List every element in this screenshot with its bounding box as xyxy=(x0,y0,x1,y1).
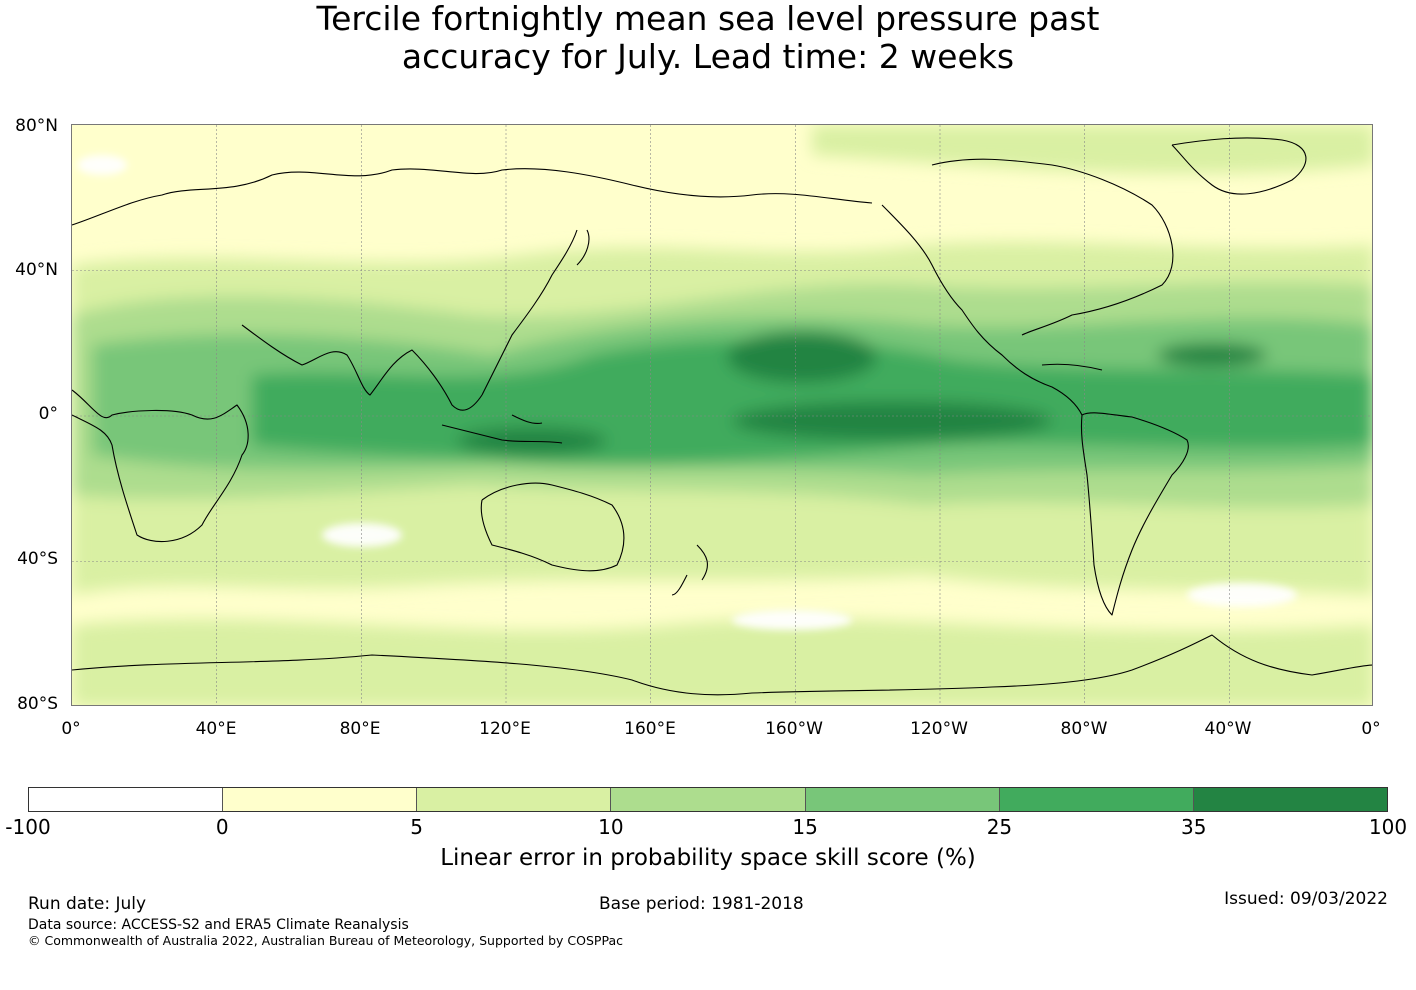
base-period: Base period: 1981-2018 xyxy=(599,894,804,914)
colorbar-segment xyxy=(1193,788,1387,811)
lat-label-40s: 40°S xyxy=(17,549,58,569)
colorbar-tick-label: 10 xyxy=(598,815,624,839)
copyright: © Commonwealth of Australia 2022, Austra… xyxy=(28,933,623,948)
lon-label-80w: 80°W xyxy=(1060,719,1108,739)
lon-label-160w: 160°W xyxy=(765,719,823,739)
colorbar-segment xyxy=(805,788,1000,811)
colorbar xyxy=(28,787,1388,812)
data-source: Data source: ACCESS-S2 and ERA5 Climate … xyxy=(28,917,409,933)
lon-label-40e: 40°E xyxy=(195,719,237,739)
lon-label-120e: 120°E xyxy=(479,719,531,739)
negative-skill-patches xyxy=(77,155,1297,630)
colorbar-tick-label: -100 xyxy=(5,815,51,839)
lon-label-80e: 80°E xyxy=(339,719,381,739)
map-canvas xyxy=(72,125,1372,705)
issued-date: Issued: 09/03/2022 xyxy=(1224,889,1388,909)
skill-field xyxy=(72,125,1372,705)
lat-label-40n: 40°N xyxy=(15,260,58,280)
skill-score-map xyxy=(71,124,1373,706)
colorbar-tick-label: 100 xyxy=(1368,815,1408,839)
colorbar-segment xyxy=(29,788,224,811)
title-line-2: accuracy for July. Lead time: 2 weeks xyxy=(401,37,1015,76)
coastlines xyxy=(72,137,1372,696)
colorbar-segment xyxy=(999,788,1194,811)
lon-label-360: 0° xyxy=(1361,719,1381,739)
run-date: Run date: July xyxy=(28,894,147,914)
colorbar-segment xyxy=(611,788,806,811)
graticule xyxy=(72,125,1372,705)
lat-label-equator: 0° xyxy=(38,404,58,424)
lon-label-120w: 120°W xyxy=(910,719,968,739)
colorbar-label: Linear error in probability space skill … xyxy=(440,845,976,871)
lon-label-40w: 40°W xyxy=(1204,719,1252,739)
map-title: Tercile fortnightly mean sea level press… xyxy=(0,0,1416,76)
colorbar-segment xyxy=(223,788,418,811)
lon-label-160e: 160°E xyxy=(624,719,676,739)
title-line-1: Tercile fortnightly mean sea level press… xyxy=(316,0,1100,38)
colorbar-tick-label: 35 xyxy=(1180,815,1207,839)
lat-label-80n: 80°N xyxy=(15,116,58,136)
colorbar-tick-label: 25 xyxy=(986,815,1013,839)
colorbar-tick-label: 5 xyxy=(410,815,423,839)
colorbar-tick-label: 0 xyxy=(215,815,229,839)
lat-label-80s: 80°S xyxy=(17,694,58,714)
colorbar-segment xyxy=(417,788,612,811)
lon-label-0: 0° xyxy=(61,719,81,739)
colorbar-tick-label: 15 xyxy=(792,815,818,839)
